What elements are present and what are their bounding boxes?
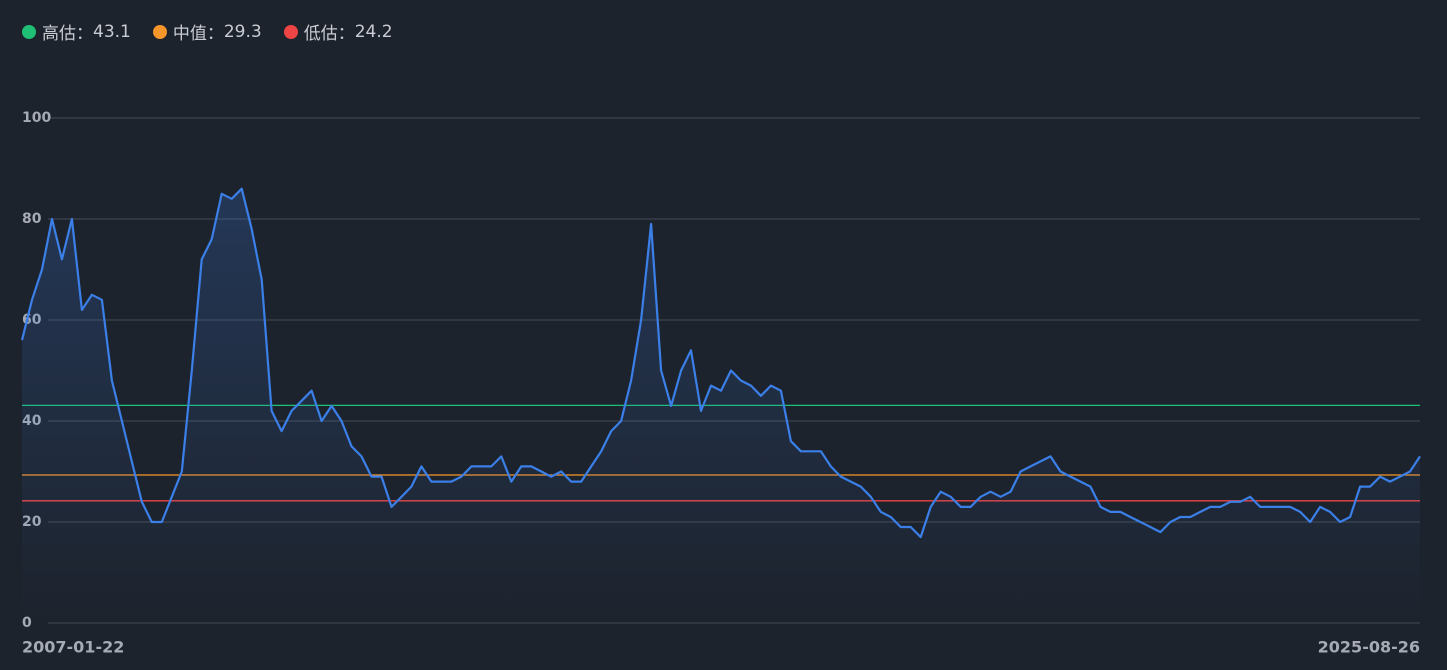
- legend-name: 中值：: [172, 24, 224, 44]
- legend-value: 24.2: [354, 21, 393, 42]
- area: [22, 188, 1420, 623]
- legend-value: 29.3: [223, 21, 262, 42]
- legend-dot: [283, 24, 298, 39]
- legend-item: 高估： 43.1: [22, 19, 131, 44]
- legend-item: 中值： 29.3: [152, 19, 262, 44]
- line: [20, 187, 1421, 539]
- legend-item: 低估： 24.2: [283, 19, 393, 44]
- legend-name: 高估：: [42, 24, 93, 44]
- legend: 高估： 43.1 中值： 29.3 低估： 24.2: [22, 19, 393, 44]
- x-tick-label: 2007-01-22: [22, 638, 124, 657]
- legend-dot: [152, 24, 167, 39]
- legend-dot: [22, 24, 36, 39]
- y-tick-label: 100: [22, 110, 51, 126]
- legend-name: 低估：: [303, 24, 355, 44]
- x-tick-label: 2025-08-26: [1318, 638, 1420, 657]
- y-tick-label: 80: [22, 211, 42, 227]
- legend-value: 43.1: [93, 21, 131, 42]
